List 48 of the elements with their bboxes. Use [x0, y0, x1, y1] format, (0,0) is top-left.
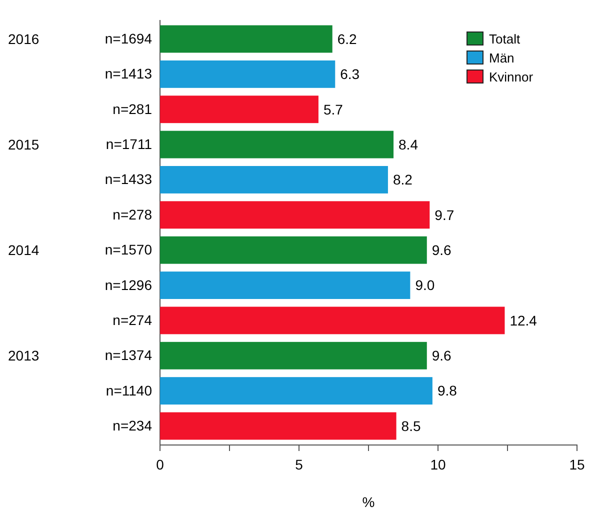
- y-tick-label: n=1374: [104, 347, 152, 364]
- x-tick-label: 15: [569, 456, 585, 472]
- bar: [160, 342, 427, 370]
- bar: [160, 412, 396, 440]
- data-label: 9.7: [434, 206, 454, 223]
- y-tick-label: n=274: [112, 312, 152, 328]
- bar: [160, 306, 505, 334]
- bar: [160, 166, 388, 194]
- bar: [160, 25, 332, 53]
- x-tick-label: 10: [430, 456, 446, 472]
- y-tick-label: n=1570: [104, 242, 152, 258]
- x-axis-title: %: [362, 494, 375, 510]
- legend-label: Män: [489, 50, 514, 66]
- text: 2015: [8, 136, 40, 152]
- y-tick-label: n=278: [112, 206, 152, 222]
- data-label: 8.4: [398, 136, 418, 152]
- y-tick-label: n=234: [112, 417, 152, 434]
- data-label: 9.0: [415, 277, 435, 294]
- y-tick-label: n=1296: [104, 276, 152, 293]
- data-label: 5.7: [323, 101, 344, 118]
- bar: [160, 60, 336, 88]
- data-label: 12.4: [510, 312, 538, 328]
- text: 2016: [8, 30, 40, 47]
- y-tick-label: n=1433: [104, 171, 152, 188]
- bar: [160, 236, 427, 264]
- bar: [160, 130, 394, 158]
- text: 2014: [8, 242, 40, 258]
- y-tick-label: n=281: [112, 100, 152, 117]
- data-label: 8.5: [401, 418, 421, 434]
- data-label: 9.6: [432, 348, 452, 364]
- y-tick-label: n=1140: [106, 382, 152, 398]
- legend-label: Totalt: [489, 32, 520, 47]
- data-label: 9.8: [437, 382, 458, 399]
- text: 2013: [8, 348, 40, 364]
- bar: [160, 272, 410, 299]
- data-label: 6.2: [337, 30, 358, 47]
- data-label: 6.3: [340, 66, 360, 82]
- data-label: 9.6: [432, 242, 452, 258]
- bar: [160, 201, 430, 229]
- y-tick-label: n=1711: [106, 136, 152, 152]
- y-tick-label: n=1413: [104, 66, 152, 82]
- legend-label: Kvinnor: [489, 70, 534, 85]
- data-label: 8.2: [392, 172, 413, 188]
- bar: [160, 96, 318, 124]
- x-tick-label: 5: [295, 456, 304, 472]
- bar: [160, 377, 432, 405]
- y-tick-label: n=1694: [104, 30, 152, 46]
- x-tick-label: 0: [156, 456, 164, 472]
